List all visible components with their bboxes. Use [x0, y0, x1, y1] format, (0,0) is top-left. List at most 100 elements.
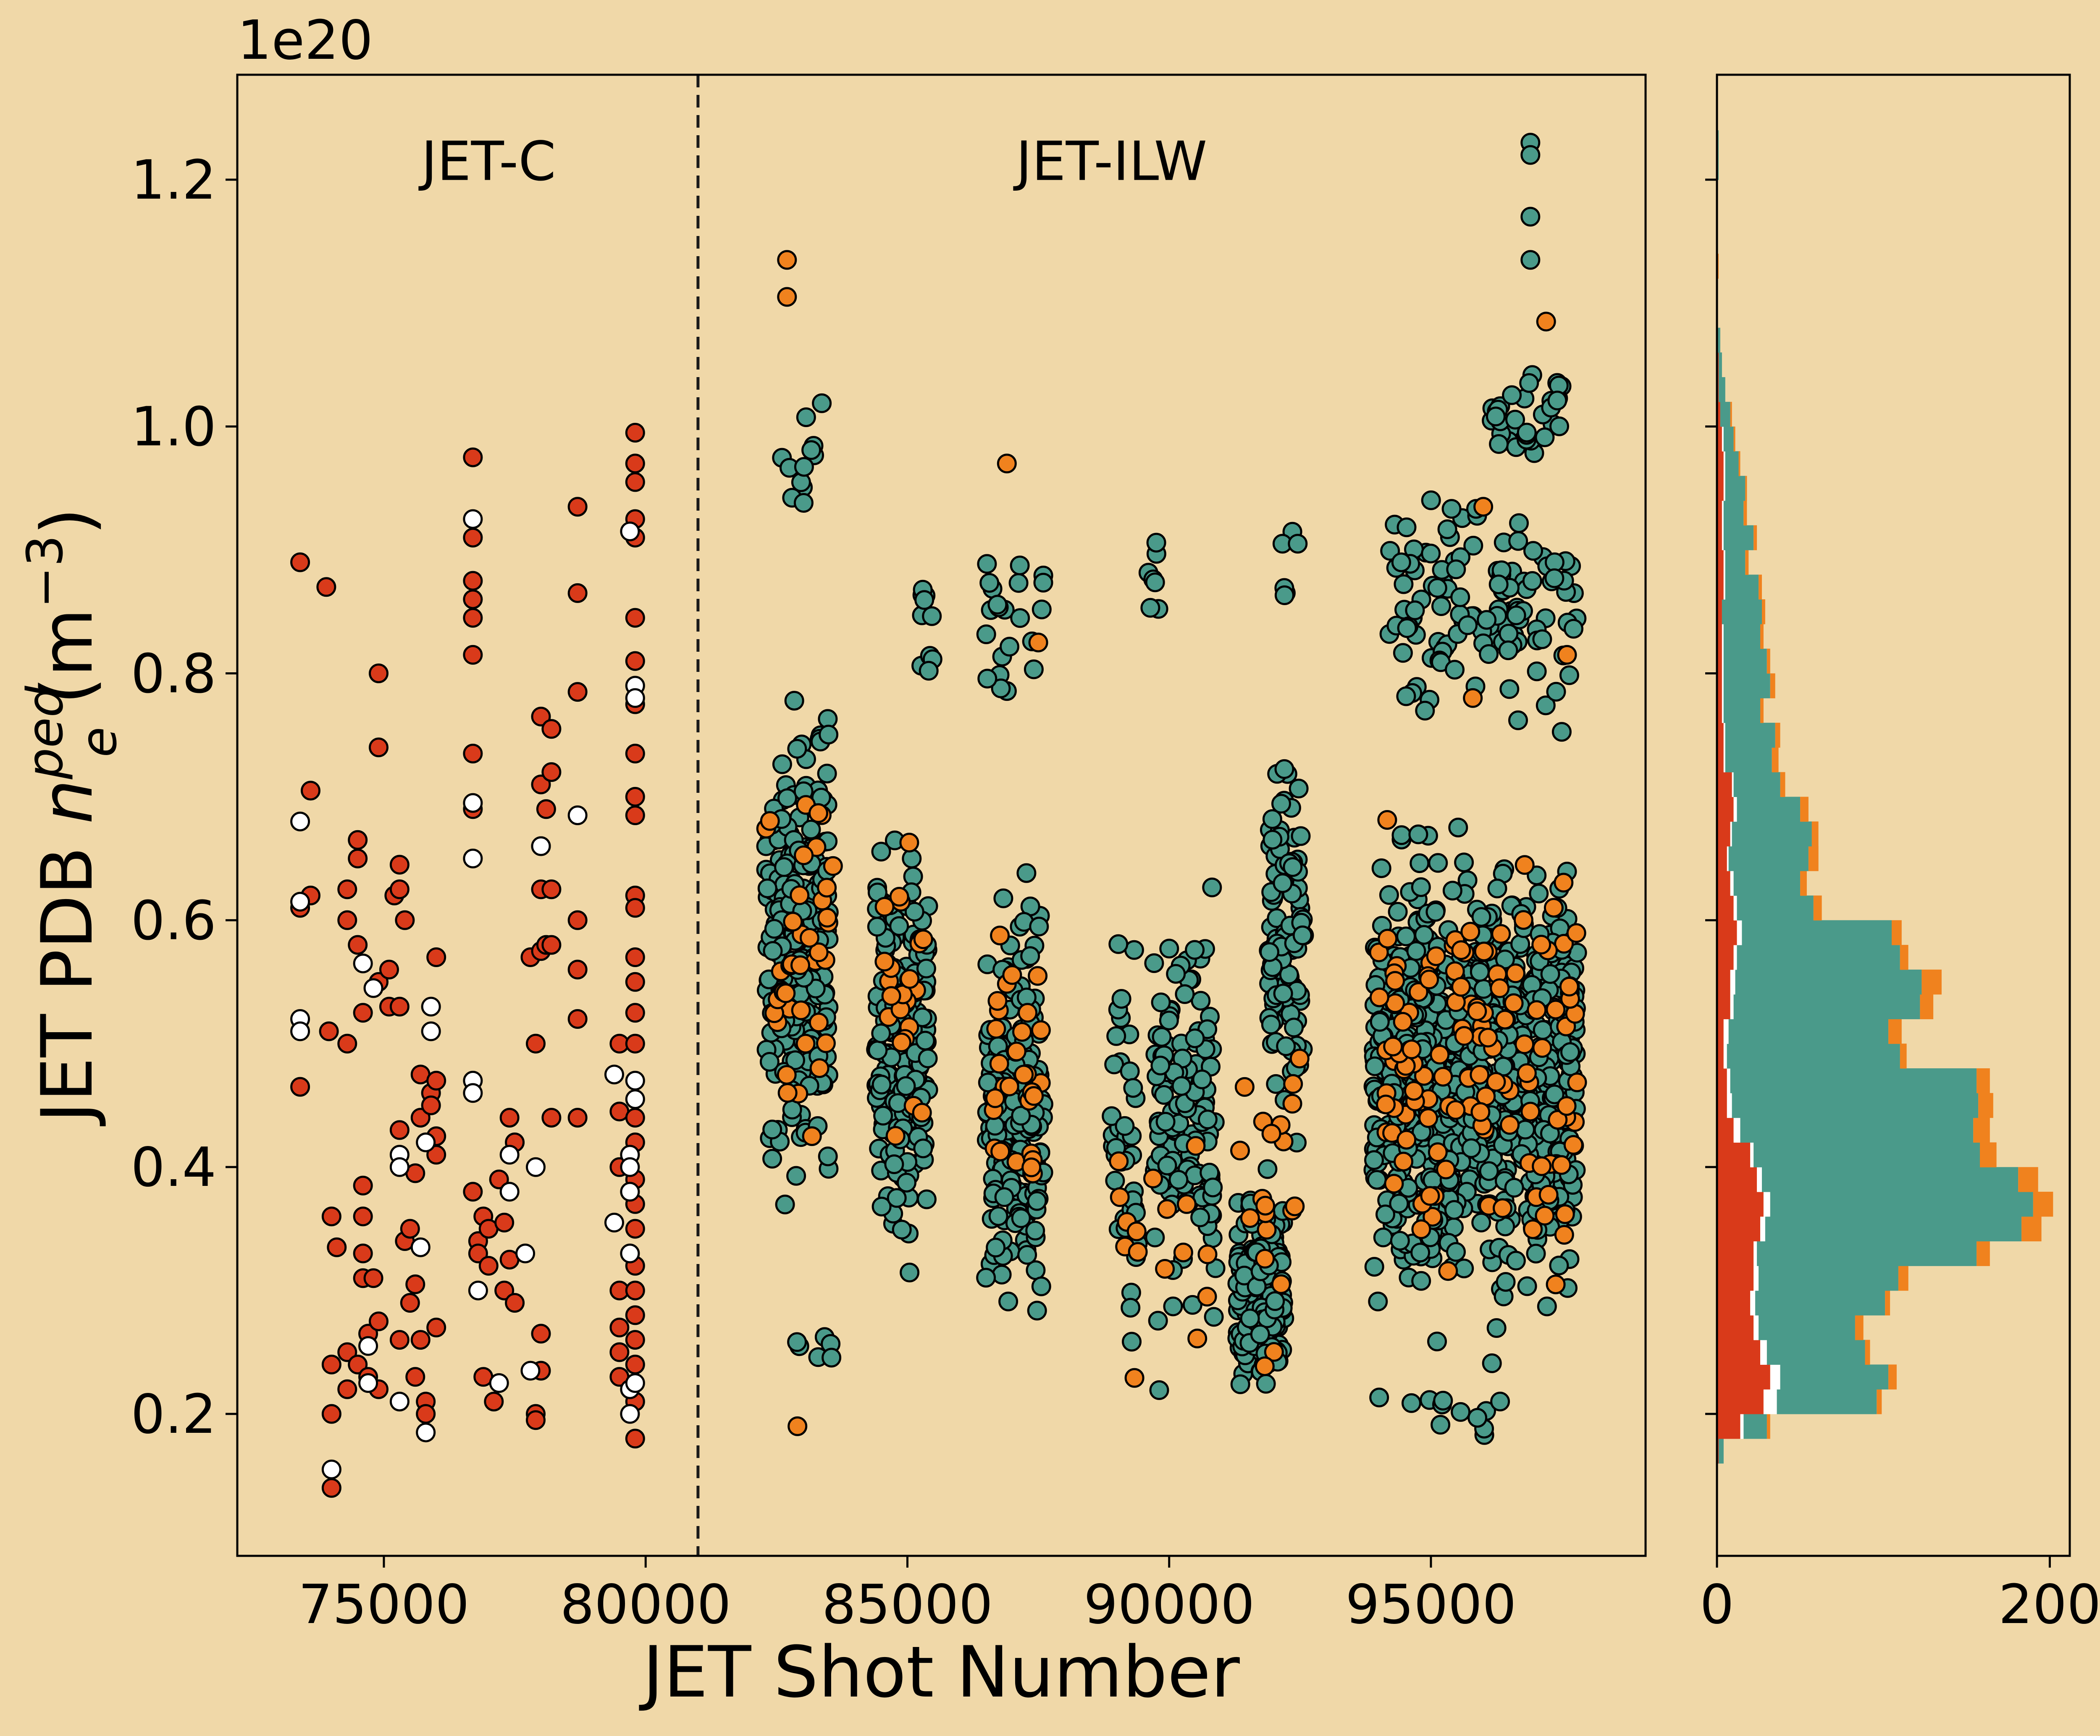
scatter-point: [1365, 1056, 1385, 1076]
scatter-point: [1467, 1408, 1488, 1428]
scatter-point: [988, 1206, 1008, 1226]
scatter-point: [1393, 643, 1413, 663]
hist-x-tick-label: 200: [1998, 1573, 2100, 1636]
scatter-point: [531, 706, 551, 726]
scatter-point: [1255, 1356, 1275, 1377]
scatter-point: [426, 947, 446, 967]
scatter-point: [1420, 1186, 1440, 1206]
scatter-point: [991, 678, 1011, 698]
scatter-point: [609, 1342, 630, 1362]
histogram-bar: [1733, 994, 1920, 1020]
scatter-point: [868, 1040, 888, 1060]
scatter-point: [1024, 1086, 1044, 1106]
scatter-point: [892, 1032, 911, 1052]
histogram-bar: [1717, 1142, 1751, 1167]
scatter-point: [892, 1219, 912, 1240]
scatter-point: [1122, 1332, 1142, 1352]
scatter-point: [1427, 1332, 1447, 1351]
scatter-point: [1554, 1225, 1574, 1245]
scatter-point: [1421, 543, 1441, 564]
scatter-point: [900, 969, 920, 989]
scatter-point: [484, 1392, 504, 1412]
histogram-panel: 0 200: [1700, 73, 2100, 1636]
scatter-point: [1546, 682, 1566, 702]
histogram-bar: [1717, 1068, 1727, 1094]
histogram-bar: [1723, 673, 1770, 698]
y-axis-label: JET PDB npede (m−3): [16, 508, 128, 1127]
scatter-point: [1444, 1200, 1464, 1220]
scatter-point: [1197, 1244, 1218, 1264]
scatter-point: [625, 1354, 645, 1374]
scatter-point: [1502, 385, 1522, 405]
histogram-bar: [1717, 698, 1722, 723]
histogram-bar: [1740, 1414, 1744, 1439]
scatter-point: [1185, 940, 1205, 960]
scatter-point: [801, 440, 822, 460]
histogram-bar: [1743, 1414, 1767, 1439]
scatter-point: [993, 888, 1013, 908]
scatter-point: [1537, 1296, 1557, 1316]
scatter-point: [1504, 1177, 1524, 1198]
scatter-point: [1014, 1065, 1034, 1085]
scatter-point: [791, 1000, 811, 1020]
histogram-bar: [2033, 1191, 2053, 1217]
scatter-point: [1490, 1392, 1510, 1411]
scatter-point: [1486, 1318, 1507, 1338]
y-tick-label: 0.4: [131, 1136, 216, 1199]
scatter-point: [1197, 1109, 1218, 1130]
histogram-bar: [1733, 797, 1737, 822]
scatter-point: [1368, 1291, 1388, 1311]
scatter-point: [499, 1108, 520, 1128]
scatter-point: [1428, 1142, 1448, 1162]
histogram-bar: [1723, 476, 1725, 501]
scatter-point: [1551, 1155, 1572, 1175]
scatter-point: [463, 608, 483, 628]
histogram-x-ticks: 0 200: [1700, 1556, 2100, 1636]
y-tick-label: 1.0: [131, 396, 216, 459]
scatter-point: [1377, 810, 1397, 830]
scatter-point: [620, 1157, 640, 1177]
histogram-bar: [1885, 1290, 1890, 1316]
scatter-point: [1491, 924, 1511, 944]
histogram-bar: [1978, 1093, 1993, 1118]
scatter-point: [777, 250, 797, 270]
histogram-bar: [1717, 673, 1722, 698]
scatter-point: [1255, 1248, 1275, 1269]
histogram-bar: [1900, 1044, 1907, 1069]
scatter-point: [1540, 964, 1560, 984]
y-offset-text: 1e20: [237, 9, 373, 72]
scatter-point: [1256, 1374, 1276, 1394]
histogram-bar: [1811, 821, 1819, 847]
scatter-point: [912, 1007, 932, 1028]
scatter-point: [625, 651, 645, 671]
histogram-bar: [1855, 1315, 1864, 1340]
region-label-jet-c: JET-C: [418, 131, 556, 193]
scatter-point: [1389, 1193, 1409, 1214]
scatter-point: [1563, 1135, 1583, 1155]
scatter-point: [463, 1083, 483, 1103]
scatter-point: [1510, 934, 1530, 954]
scatter-point: [889, 886, 909, 907]
scatter-point: [874, 897, 895, 917]
scatter-point: [1006, 1041, 1026, 1062]
scatter-point: [620, 1404, 640, 1424]
histogram-bar: [1723, 698, 1760, 723]
histogram-bar: [1772, 747, 1779, 773]
scatter-point: [1535, 427, 1555, 447]
scatter-point: [1391, 825, 1412, 845]
scatter-points: [290, 133, 1587, 1498]
histogram-bar: [1775, 723, 1780, 748]
scatter-point: [625, 608, 645, 628]
scatter-point: [1230, 1141, 1250, 1161]
scatter-point: [1385, 971, 1405, 991]
scatter-point: [762, 1120, 782, 1140]
histogram-bar: [1759, 1315, 1855, 1340]
scatter-point: [1535, 1206, 1555, 1226]
scatter-point: [1458, 615, 1478, 635]
scatter-point: [1391, 552, 1411, 572]
histogram-bar: [2021, 1216, 2042, 1242]
scatter-point: [567, 497, 588, 517]
scatter-point: [1126, 1221, 1147, 1241]
scatter-point: [1529, 884, 1549, 904]
scatter-point: [1173, 1243, 1193, 1263]
